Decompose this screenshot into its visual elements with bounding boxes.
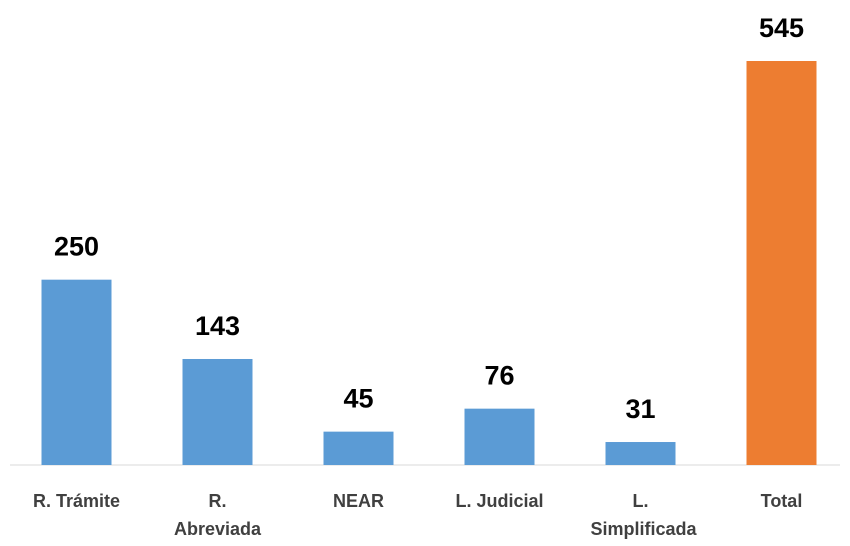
bar — [746, 61, 817, 465]
x-tick-label: R. Abreviada — [173, 491, 262, 539]
x-tick-label: NEAR — [332, 491, 384, 511]
x-tick-label: L. Judicial — [455, 491, 544, 511]
bar — [605, 442, 676, 465]
bar — [464, 408, 535, 465]
value-label: 76 — [484, 361, 514, 391]
x-tick-label: L. Simplificada — [590, 491, 697, 539]
value-label: 143 — [195, 311, 240, 341]
value-label: 31 — [625, 394, 655, 424]
bar — [41, 279, 112, 465]
x-tick-label: Total — [760, 491, 803, 511]
value-label: 545 — [759, 13, 804, 43]
x-tick-label: R. Trámite — [32, 491, 121, 511]
bar — [323, 431, 394, 465]
bar — [182, 358, 253, 465]
value-label: 250 — [54, 232, 99, 262]
value-label: 45 — [343, 384, 373, 414]
